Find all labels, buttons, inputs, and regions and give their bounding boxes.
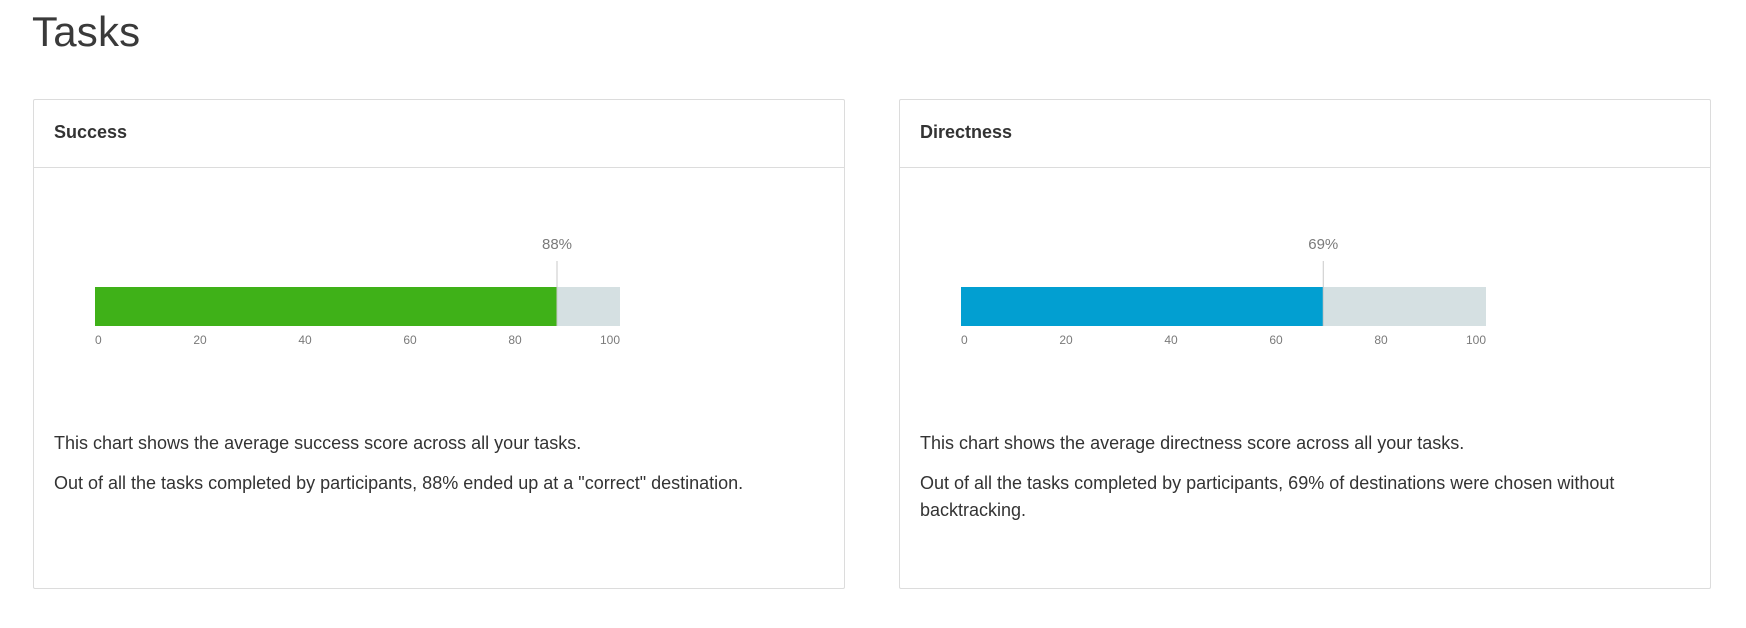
directness-chart: 69% 0 20 40 60 80 100: [900, 169, 1710, 419]
success-card: Success 88% 0 20 40 60 80 100 This chart shows…: [33, 99, 845, 589]
card-description: This chart shows the average success sco…: [54, 430, 814, 510]
description-text: This chart shows the average directness …: [920, 433, 1465, 453]
directness-card: Directness 69% 0 20 40 60 80 100 This chart sh…: [899, 99, 1711, 589]
x-tick-label: 40: [298, 333, 312, 347]
x-tick-label: 20: [1059, 333, 1073, 347]
x-tick-label: 0: [95, 333, 102, 347]
x-tick-label: 0: [961, 333, 968, 347]
x-tick-label: 100: [600, 333, 620, 347]
card-header: Success: [34, 100, 844, 168]
page-title: Tasks: [32, 8, 141, 55]
x-tick-label: 80: [508, 333, 522, 347]
x-tick-label: 60: [403, 333, 417, 347]
value-label: 69%: [1308, 236, 1338, 253]
x-tick-label: 20: [193, 333, 207, 347]
x-tick-label: 60: [1269, 333, 1283, 347]
card-header: Directness: [900, 100, 1710, 168]
card-description: This chart shows the average directness …: [920, 430, 1680, 537]
card-title: Directness: [920, 122, 1013, 142]
success-chart: 88% 0 20 40 60 80 100: [34, 169, 844, 419]
directness-chart-svg: 69% 0 20 40 60 80 100: [961, 236, 1486, 347]
success-chart-svg: 88% 0 20 40 60 80 100: [95, 236, 620, 347]
x-tick-label: 80: [1374, 333, 1388, 347]
value-bar: [961, 287, 1324, 326]
x-tick-label: 100: [1466, 333, 1486, 347]
description-text: Out of all the tasks completed by partic…: [54, 473, 744, 493]
card-title: Success: [54, 122, 128, 142]
value-label: 88%: [542, 236, 572, 253]
description-text: Out of all the tasks completed by partic…: [920, 473, 1615, 520]
description-text: This chart shows the average success sco…: [54, 433, 582, 453]
value-bar: [95, 287, 557, 326]
x-tick-label: 40: [1164, 333, 1178, 347]
